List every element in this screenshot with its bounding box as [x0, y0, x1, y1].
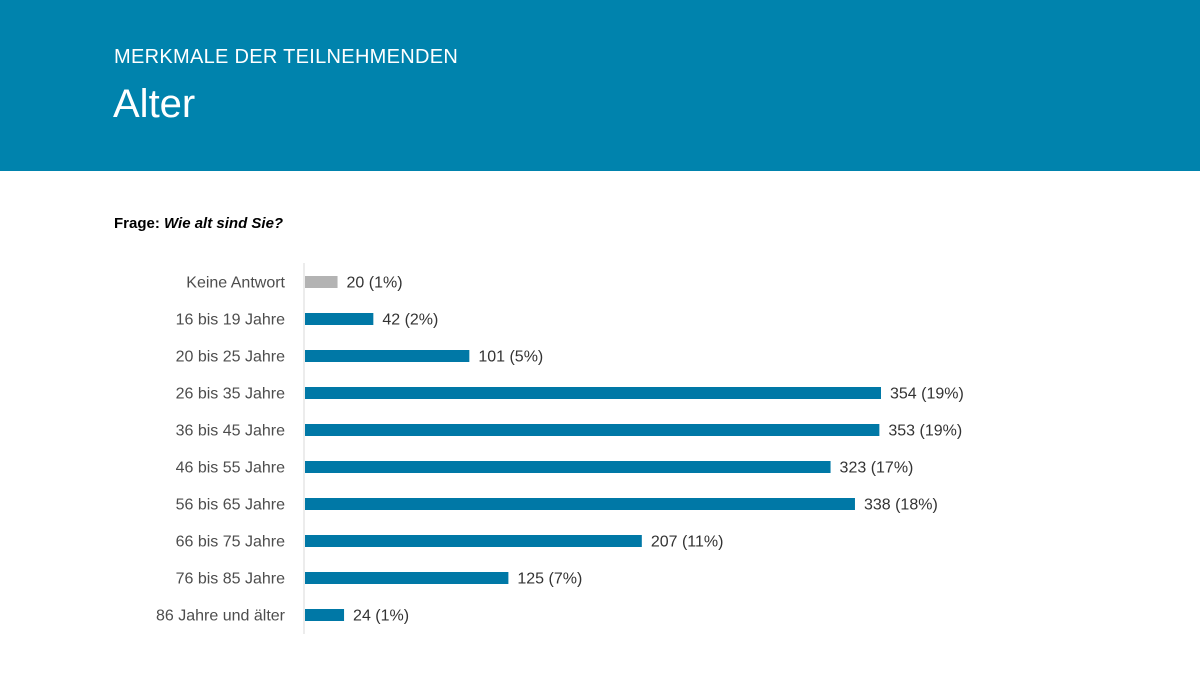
bar: [305, 276, 338, 288]
category-label: 76 bis 85 Jahre: [176, 571, 286, 588]
bar: [305, 609, 345, 621]
bar: [305, 535, 642, 547]
question-text: Wie alt sind Sie?: [164, 215, 284, 232]
data-label: 338 (18%): [864, 497, 938, 514]
category-label: 86 Jahre und älter: [156, 608, 286, 625]
bar: [305, 572, 509, 584]
category-label: Keine Antwort: [186, 275, 285, 292]
category-label: 46 bis 55 Jahre: [176, 460, 286, 477]
category-label: 26 bis 35 Jahre: [176, 386, 286, 403]
bar: [305, 387, 881, 399]
data-label: 353 (19%): [888, 423, 962, 440]
data-label: 24 (1%): [353, 608, 409, 625]
data-label: 42 (2%): [382, 312, 438, 329]
bar: [305, 424, 880, 436]
category-label: 56 bis 65 Jahre: [176, 497, 286, 514]
page-title: Alter: [113, 82, 196, 126]
data-label: 20 (1%): [347, 275, 403, 292]
question-line: Frage: Wie alt sind Sie?: [114, 215, 283, 232]
data-label: 125 (7%): [517, 571, 582, 588]
bar: [305, 461, 831, 473]
data-label: 101 (5%): [478, 349, 543, 366]
data-label: 354 (19%): [890, 386, 964, 403]
header-banner: MERKMALE DER TEILNEHMENDEN Alter: [0, 0, 1200, 171]
bar: [305, 313, 374, 325]
question-prefix: Frage:: [114, 215, 160, 232]
category-label: 16 bis 19 Jahre: [176, 312, 286, 329]
bar: [305, 350, 470, 362]
category-label: 66 bis 75 Jahre: [176, 534, 286, 551]
category-label: 36 bis 45 Jahre: [176, 423, 286, 440]
bar: [305, 498, 855, 510]
data-label: 207 (11%): [651, 534, 724, 551]
category-label: 20 bis 25 Jahre: [176, 349, 286, 366]
section-kicker: MERKMALE DER TEILNEHMENDEN: [114, 46, 459, 68]
data-label: 323 (17%): [840, 460, 914, 477]
